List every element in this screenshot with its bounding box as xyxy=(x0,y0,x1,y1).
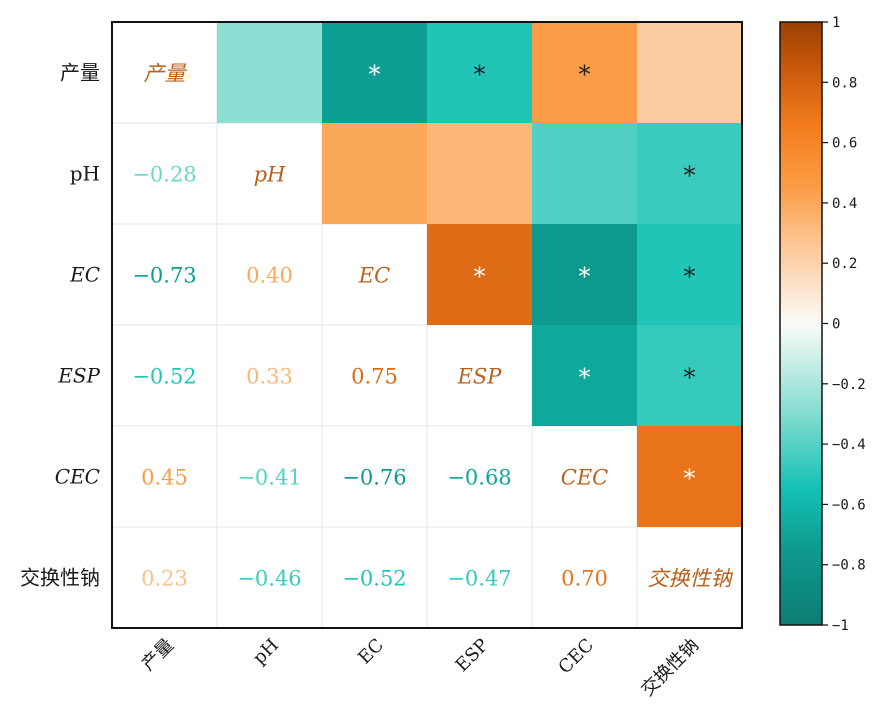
significance-star: * xyxy=(684,263,696,291)
colorbar-tick-label: −0.6 xyxy=(832,497,866,513)
y-tick-label: EC xyxy=(69,263,100,287)
colorbar xyxy=(779,21,823,626)
coefficient-label: −0.52 xyxy=(342,567,406,591)
coefficient-label: 0.45 xyxy=(141,466,188,490)
x-tick-label: 交换性钠 xyxy=(637,635,703,701)
x-tick-label: pH xyxy=(249,635,283,669)
coefficient-label: −0.73 xyxy=(132,264,196,288)
colorbar-tick-label: −1 xyxy=(832,618,849,634)
x-tick-label: ESP xyxy=(452,635,493,676)
diagonal-label: ESP xyxy=(457,365,503,389)
heatmap-cell xyxy=(322,22,427,123)
coefficient-label: 0.40 xyxy=(246,264,293,288)
coefficient-label: −0.47 xyxy=(447,567,511,591)
significance-star: * xyxy=(684,364,696,392)
coefficient-label: −0.52 xyxy=(132,365,196,389)
y-tick-label: 产量 xyxy=(60,61,100,85)
colorbar-tick-label: 0.8 xyxy=(832,75,857,91)
heatmap-cell xyxy=(637,426,742,527)
plot-frame xyxy=(111,21,743,629)
significance-star: * xyxy=(579,61,591,89)
colorbar-tick-label: 0.2 xyxy=(832,256,857,272)
y-tick-label: pH xyxy=(70,162,100,186)
significance-star: * xyxy=(474,263,486,291)
coefficient-label: −0.41 xyxy=(237,466,301,490)
heatmap-cell xyxy=(637,123,742,224)
diagonal-label: 产量 xyxy=(144,62,188,86)
colorbar-tick-label: −0.2 xyxy=(832,377,866,393)
heatmap-cell xyxy=(637,22,742,123)
significance-star: * xyxy=(369,61,381,89)
y-tick-label: ESP xyxy=(57,364,100,388)
heatmap-cell xyxy=(532,224,637,325)
significance-star: * xyxy=(474,61,486,89)
x-tick-label: CEC xyxy=(554,635,598,679)
significance-star: * xyxy=(684,162,696,190)
colorbar-tick-label: 0 xyxy=(832,317,840,333)
coefficient-label: 0.23 xyxy=(141,567,188,591)
heatmap-cell xyxy=(637,224,742,325)
colorbar-tick-label: −0.4 xyxy=(832,437,866,453)
heatmap-cell xyxy=(427,224,532,325)
coefficient-label: −0.68 xyxy=(447,466,511,490)
significance-star: * xyxy=(579,263,591,291)
colorbar-tick-label: 0.6 xyxy=(832,136,857,152)
y-tick-label: 交换性钠 xyxy=(20,566,100,590)
coefficient-label: 0.70 xyxy=(561,567,608,591)
heatmap-cell xyxy=(532,22,637,123)
coefficient-label: 0.75 xyxy=(351,365,398,389)
coefficient-label: −0.76 xyxy=(342,466,406,490)
coefficient-label: 0.33 xyxy=(246,365,293,389)
heatmap-cell xyxy=(217,22,322,123)
y-tick-label: CEC xyxy=(55,465,100,489)
significance-star: * xyxy=(684,465,696,493)
heatmap-cell xyxy=(637,325,742,426)
significance-star: * xyxy=(579,364,591,392)
heatmap-cell xyxy=(322,123,427,224)
coefficient-label: −0.28 xyxy=(132,163,196,187)
colorbar-tick-label: 0.4 xyxy=(832,196,857,212)
x-tick-label: EC xyxy=(354,635,388,669)
diagonal-label: pH xyxy=(254,163,286,187)
diagonal-label: CEC xyxy=(561,466,608,490)
colorbar-tick-label: 1 xyxy=(832,15,840,31)
coefficient-label: −0.46 xyxy=(237,567,301,591)
heatmap-cell xyxy=(427,123,532,224)
diagonal-label: EC xyxy=(358,264,390,288)
heatmap-cell xyxy=(532,325,637,426)
diagonal-label: 交换性钠 xyxy=(648,567,734,591)
heatmap-cell xyxy=(427,22,532,123)
colorbar-tick-label: −0.8 xyxy=(832,558,866,574)
heatmap-cell xyxy=(532,123,637,224)
x-tick-label: 产量 xyxy=(138,635,178,675)
